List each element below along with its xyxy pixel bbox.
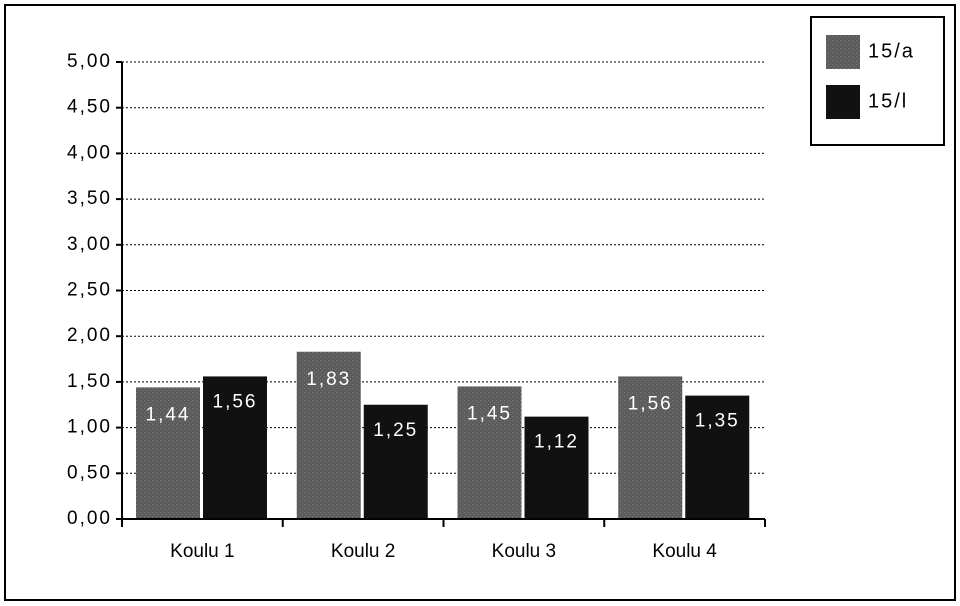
y-tick-label: 2,50 xyxy=(67,280,112,301)
value-label: 1,35 xyxy=(695,411,740,432)
value-label: 1,83 xyxy=(306,369,351,390)
x-tick-label: Koulu 2 xyxy=(331,541,395,562)
value-label: 1,56 xyxy=(628,393,673,414)
bar-texture xyxy=(618,376,683,519)
x-tick-label: Koulu 3 xyxy=(492,541,556,562)
bar xyxy=(685,395,750,519)
y-tick-label: 0,50 xyxy=(67,462,112,483)
chart-border xyxy=(4,4,956,601)
bar-texture xyxy=(296,351,361,519)
y-tick-label: 4,00 xyxy=(67,142,112,163)
value-label: 1,56 xyxy=(213,391,258,412)
bar-texture xyxy=(136,387,200,519)
bar-texture xyxy=(457,386,522,519)
y-tick-label: 5,00 xyxy=(67,51,112,72)
y-tick-label: 1,00 xyxy=(67,417,112,438)
bar xyxy=(363,404,428,519)
y-tick-label: 0,00 xyxy=(67,508,112,529)
y-tick-label: 3,00 xyxy=(67,234,112,255)
bar xyxy=(203,376,267,519)
value-label: 1,25 xyxy=(373,420,418,441)
y-tick-label: 2,00 xyxy=(67,325,112,346)
legend-label: 15/l xyxy=(868,90,908,112)
y-tick-label: 3,50 xyxy=(67,188,112,209)
x-tick-label: Koulu 1 xyxy=(170,541,234,562)
bar xyxy=(524,416,589,519)
legend-label: 15/a xyxy=(868,40,915,62)
value-label: 1,45 xyxy=(467,403,512,424)
value-label: 1,12 xyxy=(534,432,579,453)
value-label: 1,44 xyxy=(146,404,191,425)
y-tick-label: 1,50 xyxy=(67,371,112,392)
x-tick-label: Koulu 4 xyxy=(652,541,717,562)
legend-swatch xyxy=(826,85,860,119)
legend-texture xyxy=(826,35,860,69)
y-tick-label: 4,50 xyxy=(67,97,112,118)
